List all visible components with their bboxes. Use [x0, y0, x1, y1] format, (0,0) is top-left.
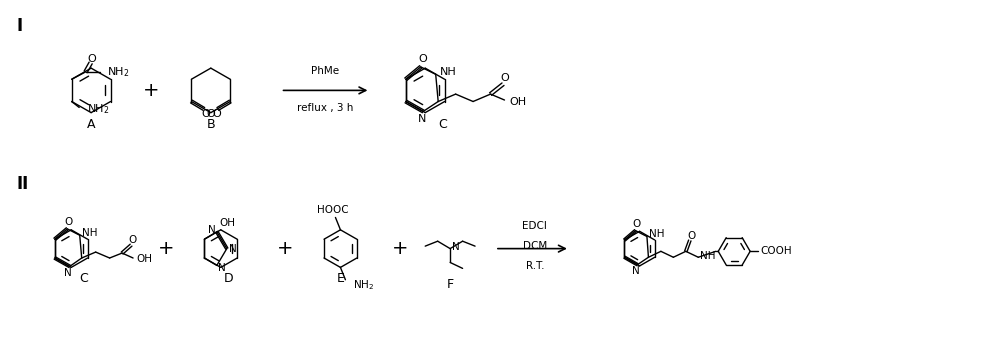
- Text: A: A: [87, 119, 95, 132]
- Text: COOH: COOH: [760, 246, 792, 256]
- Text: NH: NH: [649, 229, 665, 239]
- Text: O: O: [419, 55, 428, 64]
- Text: N: N: [64, 268, 72, 278]
- Text: OH: OH: [509, 97, 527, 106]
- Text: NH$_2$: NH$_2$: [353, 278, 374, 292]
- Text: +: +: [277, 239, 294, 258]
- Text: N: N: [632, 266, 640, 276]
- Text: PhMe: PhMe: [311, 66, 340, 76]
- Text: O: O: [687, 231, 695, 240]
- Text: I: I: [16, 17, 22, 35]
- Text: NH$_2$: NH$_2$: [107, 65, 130, 79]
- Text: N: N: [452, 242, 459, 252]
- Text: N: N: [208, 225, 215, 235]
- Text: II: II: [16, 175, 29, 193]
- Text: EDCl: EDCl: [522, 221, 547, 231]
- Text: O: O: [201, 109, 210, 119]
- Text: HOOC: HOOC: [317, 205, 349, 215]
- Text: N: N: [418, 114, 426, 124]
- Text: +: +: [143, 81, 159, 100]
- Text: O: O: [87, 54, 96, 64]
- Text: N: N: [229, 244, 237, 254]
- Text: R.T.: R.T.: [526, 261, 544, 271]
- Text: O: O: [128, 235, 136, 245]
- Text: +: +: [392, 239, 409, 258]
- Text: D: D: [223, 272, 233, 285]
- Text: +: +: [158, 239, 174, 258]
- Text: E: E: [337, 272, 344, 285]
- Text: O: O: [64, 217, 72, 227]
- Text: O: O: [212, 109, 221, 119]
- Text: F: F: [447, 278, 454, 291]
- Text: OH: OH: [219, 218, 235, 228]
- Text: NH: NH: [82, 228, 98, 238]
- Text: NH$_2$: NH$_2$: [87, 102, 109, 116]
- Text: O: O: [632, 219, 641, 229]
- Text: N: N: [218, 263, 226, 273]
- Text: NH: NH: [700, 251, 715, 261]
- Text: reflux , 3 h: reflux , 3 h: [297, 103, 354, 113]
- Text: B: B: [206, 119, 215, 132]
- Text: NH: NH: [440, 67, 456, 77]
- Text: O: O: [500, 73, 509, 83]
- Text: O: O: [206, 109, 215, 119]
- Text: DCM: DCM: [523, 241, 547, 251]
- Text: C: C: [438, 119, 447, 132]
- Text: OH: OH: [136, 255, 152, 264]
- Text: C: C: [79, 272, 88, 285]
